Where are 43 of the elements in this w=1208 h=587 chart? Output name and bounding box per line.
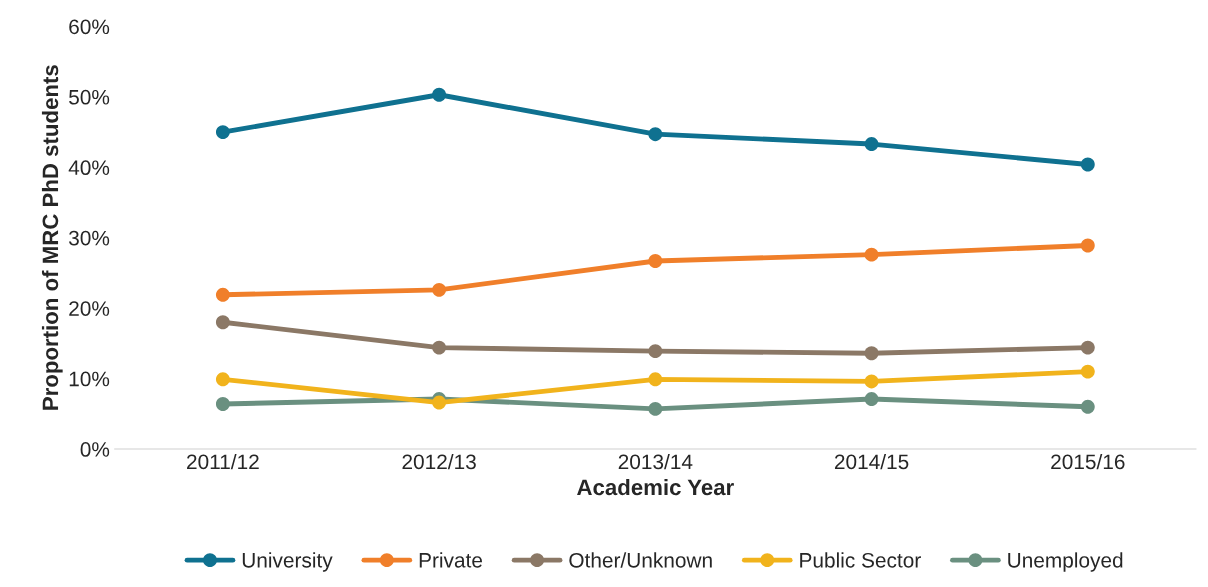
point xyxy=(215,125,230,140)
point xyxy=(1080,399,1095,414)
x-axis-title: Academic Year xyxy=(577,478,734,496)
y-tick-label: 50% xyxy=(69,89,110,105)
y-axis-title: Proportion of MRC PhD students xyxy=(41,65,63,410)
legend-label: Unemployed xyxy=(1008,552,1123,572)
point xyxy=(864,374,879,389)
point xyxy=(215,397,230,411)
y-tick-label: 40% xyxy=(68,160,110,176)
point xyxy=(648,372,663,387)
point xyxy=(864,247,879,262)
x-tick-label: 2012/13 xyxy=(402,453,476,470)
point xyxy=(1080,364,1095,379)
x-tick-label: 2013/14 xyxy=(618,453,693,470)
legend-label: Other/Unknown xyxy=(569,552,712,568)
legend-label: Private xyxy=(419,552,483,568)
x-tick-label: 2011/12 xyxy=(187,453,259,470)
point xyxy=(864,346,879,361)
legend-label: Public Sector xyxy=(800,552,921,568)
point xyxy=(215,315,230,330)
x-tick-label: 2015/16 xyxy=(1051,453,1125,470)
y-tick-label: 20% xyxy=(69,301,110,316)
x-tick-label: 2014/15 xyxy=(834,453,909,470)
point xyxy=(864,392,879,406)
y-tick-label: 60% xyxy=(69,19,110,35)
point xyxy=(432,395,447,410)
point xyxy=(648,401,663,416)
y-tick-label: 30% xyxy=(69,230,110,246)
point xyxy=(1080,238,1095,253)
point xyxy=(864,137,879,151)
legend-label: University xyxy=(242,552,333,572)
point xyxy=(648,254,663,268)
point xyxy=(432,282,447,297)
y-tick-label: 10% xyxy=(69,371,110,387)
point xyxy=(215,372,230,387)
point xyxy=(215,287,230,302)
point xyxy=(432,340,447,355)
point xyxy=(648,344,663,359)
point xyxy=(1080,340,1095,355)
point xyxy=(648,127,663,142)
point xyxy=(432,87,447,102)
point xyxy=(1080,157,1095,172)
y-tick-label: 0% xyxy=(80,442,110,457)
